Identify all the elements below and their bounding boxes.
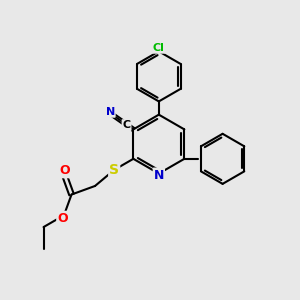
- Text: O: O: [59, 164, 70, 177]
- Text: C: C: [122, 120, 130, 130]
- Text: Cl: Cl: [153, 43, 165, 53]
- Text: N: N: [154, 169, 164, 182]
- Text: O: O: [57, 212, 68, 225]
- Text: S: S: [109, 163, 119, 177]
- Text: N: N: [106, 107, 115, 117]
